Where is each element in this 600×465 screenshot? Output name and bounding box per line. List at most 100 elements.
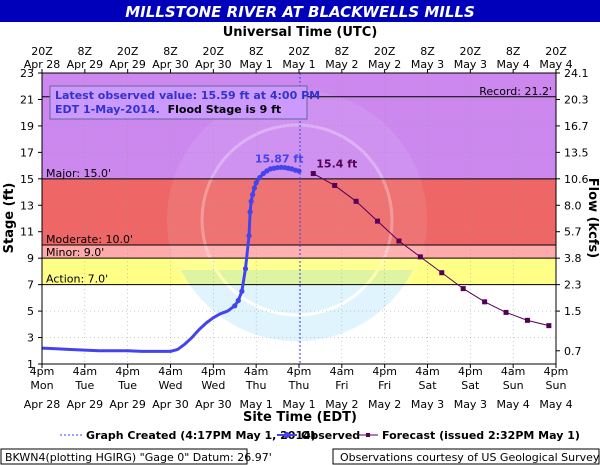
- site-tick-date: May 4: [497, 398, 530, 411]
- latest-observed-time: EDT 1-May-2014.: [55, 103, 160, 116]
- utc-axis-label: Universal Time (UTC): [223, 25, 378, 40]
- site-tick-date: May 2: [368, 398, 401, 411]
- observed-point: [248, 198, 254, 204]
- observed-peak-label: 15.87 ft: [255, 152, 304, 165]
- latest-observed-line2: EDT 1-May-2014. Flood Stage is 9 ft: [55, 103, 281, 116]
- site-tick-day: Thu: [288, 379, 310, 392]
- legend-observed-label: Observed: [301, 429, 360, 442]
- site-tick-date: May 2: [325, 398, 358, 411]
- site-tick-time: 4am: [415, 365, 439, 378]
- utc-tick-date: Apr 29: [67, 58, 104, 71]
- observed-point: [239, 288, 245, 294]
- threshold-lines: Record: 21.2' Major: 15.0' Moderate: 10.0'…: [42, 85, 556, 286]
- flow-tick-label: 20.3: [564, 93, 589, 106]
- utc-tick-date: May 2: [325, 58, 358, 71]
- latest-observed-line1: Latest observed value: 15.59 ft at 4:00 …: [55, 89, 320, 102]
- forecast-series: [310, 171, 552, 329]
- site-tick-time: 4am: [73, 365, 97, 378]
- flow-tick-label: 24.1: [564, 67, 589, 80]
- utc-tick-date: Apr 28: [24, 58, 61, 71]
- flow-tick-label: 2.3: [564, 279, 582, 292]
- site-tick-time: 4pm: [287, 365, 312, 378]
- stage-tick-label: 3: [27, 332, 34, 345]
- stage-tick-label: 5: [27, 305, 34, 318]
- utc-tick-time: 20Z: [545, 45, 567, 58]
- flow-tick-label: 5.7: [564, 226, 582, 239]
- forecast-point: [417, 254, 423, 260]
- forecast-point: [460, 286, 466, 292]
- flow-tick-label: 8.0: [564, 199, 582, 212]
- observed-point: [257, 174, 263, 181]
- utc-tick-date: May 2: [368, 58, 401, 71]
- stage-tick-label: 17: [20, 146, 34, 159]
- stage-tick-label: 23: [20, 67, 34, 80]
- title-bar: [0, 0, 600, 22]
- threshold-label: Record: 21.2': [479, 85, 552, 98]
- utc-tick-date: May 3: [411, 58, 444, 71]
- site-tick-time: 4pm: [30, 365, 55, 378]
- observed-point: [253, 180, 259, 186]
- threshold-label: Major: 15.0': [46, 167, 111, 180]
- legend-observed-marker: [284, 432, 290, 438]
- stage-tick-label: 9: [27, 252, 34, 265]
- observed-point: [232, 303, 238, 309]
- stage-tick-label: 7: [27, 279, 34, 292]
- observed-point: [296, 168, 302, 174]
- observed-series: [41, 164, 302, 353]
- site-tick-time: 4am: [244, 365, 268, 378]
- site-tick-date: Apr 29: [109, 398, 146, 411]
- site-tick-day: Sat: [418, 379, 437, 392]
- observed-point: [260, 170, 266, 177]
- stage-tick-label: 11: [20, 226, 34, 239]
- site-tick-day: Thu: [245, 379, 267, 392]
- forecast-point: [546, 323, 552, 329]
- band-moderate: [42, 244, 556, 259]
- utc-tick-time: 8Z: [335, 45, 350, 58]
- forecast-point: [332, 182, 338, 188]
- site-tick-date: May 1: [240, 398, 273, 411]
- forecast-point: [439, 270, 445, 276]
- flow-tick-label: 16.7: [564, 120, 589, 133]
- utc-tick-date: May 1: [240, 58, 273, 71]
- site-tick-date: Apr 28: [24, 398, 61, 411]
- footer-right-box: [332, 448, 600, 465]
- flow-axis-label: Flow (kcfs): [585, 178, 600, 258]
- site-tick-date: Apr 29: [67, 398, 104, 411]
- observed-point: [249, 192, 256, 198]
- footer-datum: BKWN4(plotting HGIRG) "Gage 0" Datum: 26…: [5, 451, 272, 464]
- flood-stage-note: Flood Stage is 9 ft: [168, 103, 282, 116]
- forecast-point: [310, 171, 316, 177]
- flow-tick-label: 1.5: [564, 305, 582, 318]
- utc-tick-date: Apr 29: [109, 58, 146, 71]
- utc-tick-time: 20Z: [203, 45, 225, 58]
- utc-tick-time: 20Z: [117, 45, 139, 58]
- site-tick-day: Sun: [503, 379, 524, 392]
- utc-tick-time: 8Z: [78, 45, 93, 58]
- site-tick-date: May 4: [539, 398, 572, 411]
- utc-tick-time: 8Z: [163, 45, 178, 58]
- site-tick-date: Apr 30: [195, 398, 232, 411]
- stage-tick-label: 15: [20, 173, 34, 186]
- stage-tick-label: 21: [20, 93, 34, 106]
- legend-forecast-marker: [366, 433, 370, 437]
- forecast-point: [524, 317, 530, 323]
- utc-tick-time: 20Z: [460, 45, 482, 58]
- stage-axis-label: Stage (ft): [2, 183, 17, 254]
- observed-point: [251, 185, 257, 191]
- utc-tick-time: 20Z: [31, 45, 53, 58]
- forecast-start-label: 15.4 ft: [316, 158, 357, 171]
- value-annotations: 15.87 ft 15.4 ft: [255, 152, 357, 170]
- observed-point: [242, 266, 249, 272]
- legend: Graph Created (4:17PM May 1, 2014) Obser…: [60, 429, 580, 442]
- site-tick-time: 4pm: [201, 365, 226, 378]
- site-tick-day: Wed: [201, 379, 225, 392]
- utc-tick-time: 20Z: [374, 45, 396, 58]
- observed-point: [246, 233, 252, 239]
- site-tick-day: Fri: [335, 379, 348, 392]
- site-tick-date: May 1: [282, 398, 315, 411]
- utc-tick-time: 8Z: [420, 45, 435, 58]
- site-tick-date: May 3: [454, 398, 487, 411]
